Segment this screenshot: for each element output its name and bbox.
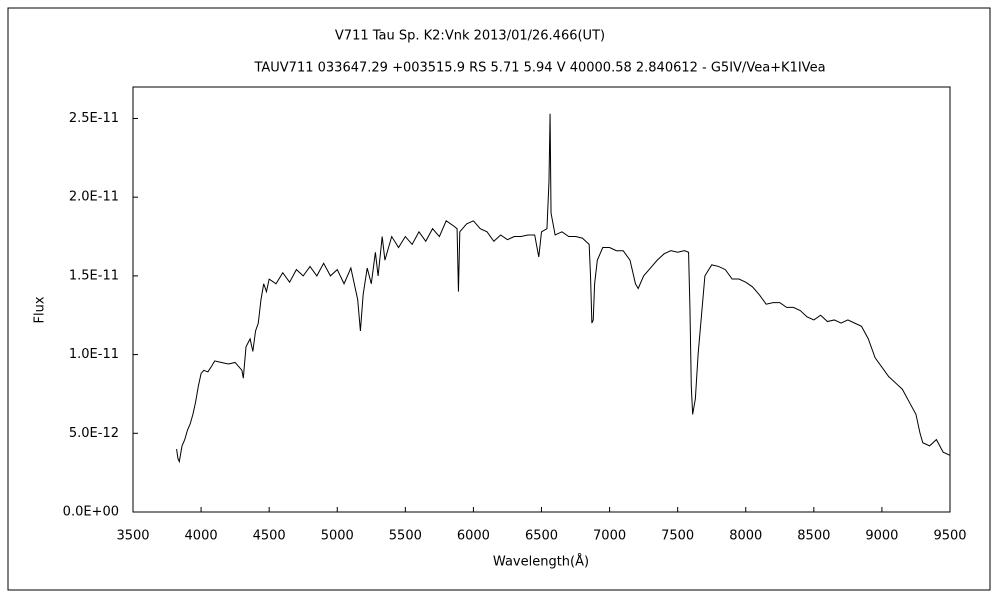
x-tick-label: 9500 (933, 529, 966, 544)
y-tick-label: 0.0E+00 (63, 505, 119, 520)
x-axis-label: Wavelength(Å) (493, 554, 589, 570)
y-tick-label: 1.5E-11 (69, 268, 119, 283)
x-tick-label: 4500 (253, 529, 286, 544)
x-tick-label: 6000 (457, 529, 490, 544)
y-tick-label: 5.0E-12 (69, 426, 119, 441)
x-tick-label: 9000 (865, 529, 898, 544)
y-tick-label: 2.0E-11 (69, 190, 119, 205)
y-tick-label: 1.0E-11 (69, 347, 119, 362)
x-tick-label: 7500 (661, 529, 694, 544)
outer-frame (7, 7, 991, 591)
chart-subtitle: TAUV711 033647.29 +003515.9 RS 5.71 5.94… (253, 61, 825, 76)
x-tick-label: 3500 (116, 529, 149, 544)
y-axis-label: Flux (33, 296, 48, 323)
x-tick-label: 8500 (797, 529, 830, 544)
x-tick-label: 6500 (525, 529, 558, 544)
x-tick-label: 8000 (729, 529, 762, 544)
x-tick-label: 4000 (185, 529, 218, 544)
chart-title: V711 Tau Sp. K2:Vnk 2013/01/26.466(UT) (335, 29, 605, 44)
spectrum-line (176, 113, 951, 464)
x-tick-label: 5000 (321, 529, 354, 544)
y-tick-label: 2.5E-11 (69, 111, 119, 126)
x-tick-label: 7000 (593, 529, 626, 544)
x-tick-label: 5500 (389, 529, 422, 544)
